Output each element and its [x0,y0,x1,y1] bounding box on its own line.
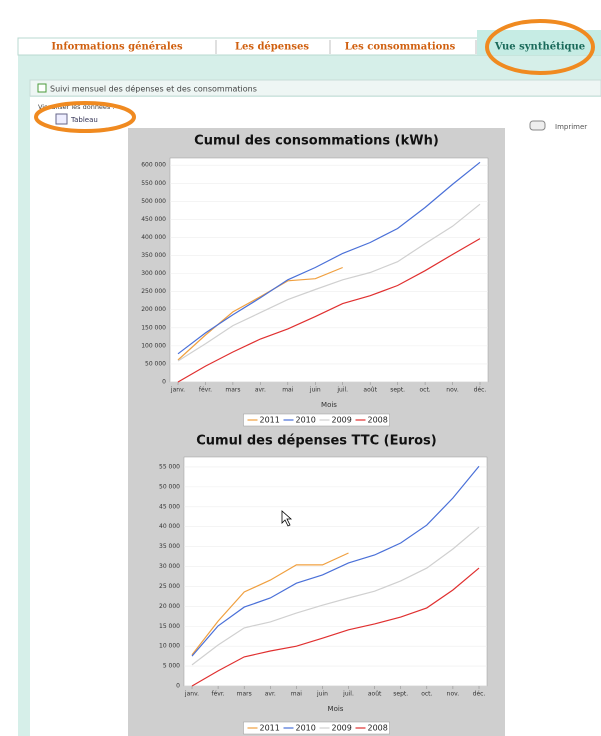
series-line [177,161,481,355]
tab[interactable]: Informations générales [51,42,183,53]
y-tick-label: 40 000 [159,523,180,530]
y-tick-label: 550 000 [141,180,166,187]
x-tick-label: avr. [265,691,276,698]
panel-header [29,79,601,97]
y-tick-label: 0 [162,379,166,386]
y-tick-label: 35 000 [159,543,180,550]
x-tick-label: mai [282,387,294,394]
plot-area [169,157,489,383]
cursor [281,510,293,527]
legend-label: 2009 [332,416,352,425]
x-tick-label: déc. [474,387,487,394]
x-tick-label: déc. [473,691,486,698]
x-tick-label: janv. [184,691,199,698]
print-button[interactable]: Imprimer [555,123,587,131]
x-tick-label: juin [316,691,328,698]
chart-title: Cumul des dépenses TTC (Euros) [196,434,436,449]
y-tick-label: 25 000 [159,583,180,590]
highlight [485,19,595,75]
x-tick-label: août [363,387,377,394]
y-tick-label: 200 000 [141,306,166,313]
x-tick-label: août [368,691,382,698]
x-tick-label: juin [309,387,321,394]
legend [243,413,390,427]
legend-label: 2008 [368,416,388,425]
y-tick-label: 50 000 [145,360,166,367]
chart-title: Cumul des consommations (kWh) [194,134,439,149]
tab-bar [17,37,601,56]
x-tick-label: mai [291,691,303,698]
series-line [177,266,343,361]
x-tick-label: févr. [211,691,224,698]
legend-label: 2008 [368,724,388,733]
series-line [191,465,480,657]
x-tick-label: juil. [336,387,348,394]
x-tick-label: avr. [255,387,266,394]
y-tick-label: 20 000 [159,603,180,610]
series-line [191,567,480,687]
y-tick-label: 450 000 [141,216,166,223]
legend [243,721,390,735]
y-tick-label: 10 000 [159,643,180,650]
table-icon[interactable] [55,113,68,125]
y-tick-label: 350 000 [141,252,166,259]
y-tick-label: 100 000 [141,342,166,349]
x-tick-label: févr. [199,387,212,394]
x-tick-label: oct. [421,691,432,698]
active-tab[interactable] [477,30,601,55]
legend-label: 2010 [296,416,316,425]
y-tick-label: 30 000 [159,563,180,570]
series-line [177,238,481,383]
legend-label: 2011 [260,416,280,425]
y-tick-label: 600 000 [141,162,166,169]
series-line [191,552,349,656]
x-tick-label: sept. [390,387,405,394]
x-tick-label: mars [237,691,252,698]
y-tick-label: 15 000 [159,623,180,630]
y-tick-label: 250 000 [141,288,166,295]
x-tick-label: nov. [447,691,460,698]
view-label: Visualiser les données : [38,103,115,111]
x-tick-label: mars [225,387,240,394]
series-line [191,526,480,666]
y-tick-label: 500 000 [141,198,166,205]
x-axis-label: Mois [321,401,337,409]
y-tick-label: 50 000 [159,483,180,490]
x-tick-label: nov. [446,387,459,394]
legend-label: 2011 [260,724,280,733]
y-tick-label: 0 [176,683,180,690]
y-tick-label: 300 000 [141,270,166,277]
tab[interactable]: Les dépenses [235,42,309,53]
tab[interactable]: Les consommations [345,42,456,53]
plot-area [183,456,488,687]
x-tick-label: sept. [393,691,408,698]
x-axis-label: Mois [328,705,344,713]
print-icon[interactable] [529,120,546,131]
legend-label: 2010 [296,724,316,733]
y-tick-label: 400 000 [141,234,166,241]
x-tick-label: oct. [419,387,430,394]
tab[interactable]: Vue synthétique [494,42,585,53]
x-tick-label: janv. [170,387,185,394]
y-tick-label: 45 000 [159,503,180,510]
y-tick-label: 150 000 [141,324,166,331]
y-tick-label: 5 000 [163,663,180,670]
table-button[interactable]: Tableau [70,116,98,124]
series-line [177,203,481,362]
collapse-icon[interactable] [37,83,47,93]
charts: Cumul des consommations (kWh) 0 50 000 100 … [141,134,489,735]
x-tick-label: juil. [342,691,354,698]
highlight [34,101,136,133]
panel-title: Suivi mensuel des dépenses et des consom… [50,84,257,94]
y-tick-label: 55 000 [159,463,180,470]
legend-label: 2009 [332,724,352,733]
